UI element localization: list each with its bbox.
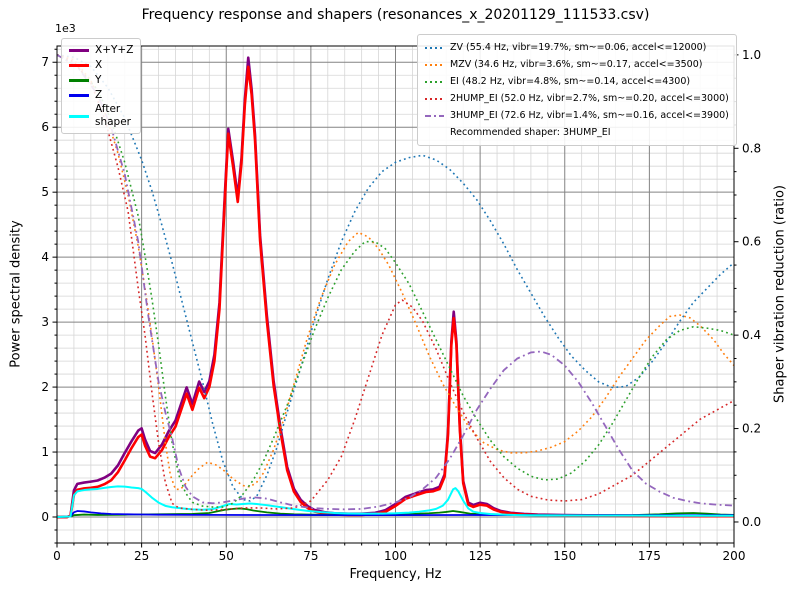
y-left-tick-label: 4 xyxy=(41,250,49,264)
legend-line-3hump-ei xyxy=(425,114,444,117)
y-right-tick-label: 0.8 xyxy=(742,141,761,155)
legend-line-z xyxy=(69,94,89,97)
legend-line-2hump-ei xyxy=(425,97,444,100)
x-axis-label: Frequency, Hz xyxy=(349,567,442,582)
legend-item-z: Z xyxy=(69,88,133,103)
x-tick-label: 175 xyxy=(638,549,661,563)
x-tick-label: 150 xyxy=(553,549,576,563)
legend-item-y: Y xyxy=(69,73,133,88)
y-left-tick-label: 7 xyxy=(41,55,49,69)
x-tick-label: 125 xyxy=(469,549,492,563)
legend-item-xyz: X+Y+Z xyxy=(69,43,133,58)
y-right-tick-label: 1.0 xyxy=(742,48,761,62)
curve-2hump-ei xyxy=(57,54,734,512)
grid-minor xyxy=(57,46,734,544)
legend-line-ei xyxy=(425,80,444,83)
x-tick-label: 200 xyxy=(723,549,746,563)
legend-label-z: Z xyxy=(95,88,103,101)
x-tick-label: 50 xyxy=(219,549,234,563)
legend-label-ei: EI (48.2 Hz, vibr=4.8%, sm~=0.14, accel<… xyxy=(450,75,691,87)
x-tick-label: 0 xyxy=(53,549,61,563)
curves xyxy=(57,54,734,519)
x-tick-label: 75 xyxy=(303,549,318,563)
legend-note-label: Recommended shaper: 3HUMP_EI xyxy=(450,126,611,138)
legend-line-x xyxy=(69,64,89,67)
legend-item-mzv: MZV (34.6 Hz, vibr=3.6%, sm~=0.17, accel… xyxy=(425,56,729,73)
legend-item-ei: EI (48.2 Hz, vibr=4.8%, sm~=0.14, accel<… xyxy=(425,73,729,90)
y-left-tick-label: 5 xyxy=(41,185,49,199)
chart-title: Frequency response and shapers (resonanc… xyxy=(141,7,650,23)
legend-item-2hump-ei: 2HUMP_EI (52.0 Hz, vibr=2.7%, sm~=0.20, … xyxy=(425,90,729,107)
y-right-tick-label: 0.0 xyxy=(742,515,761,529)
axis-ticks xyxy=(52,48,739,548)
y-left-tick-label: 3 xyxy=(41,315,49,329)
legend-label-y: Y xyxy=(95,73,102,86)
legend-label-xyz: X+Y+Z xyxy=(95,43,134,56)
legend-label-2hump-ei: 2HUMP_EI (52.0 Hz, vibr=2.7%, sm~=0.20, … xyxy=(450,92,729,104)
y-left-tick-label: 1 xyxy=(41,445,49,459)
curve-mzv xyxy=(57,54,734,491)
legend-label-mzv: MZV (34.6 Hz, vibr=3.6%, sm~=0.17, accel… xyxy=(450,58,703,70)
curve-x xyxy=(57,65,734,519)
y-left-tick-label: 6 xyxy=(41,120,49,134)
tick-labels: 0 25 50 75 100 125 150 175 200 0 1 2 3 4 5 6 7 0.0 0.2 0.4 0… xyxy=(41,48,761,563)
legend-shapers: ZV (55.4 Hz, vibr=19.7%, sm~=0.06, accel… xyxy=(417,34,737,146)
curve-3hump-ei xyxy=(57,54,734,511)
legend-line-xyz xyxy=(69,49,89,52)
y-axis-label-right: Shaper vibration reduction (ratio) xyxy=(772,185,788,403)
y-axis-offset-text: 1e3 xyxy=(55,22,76,35)
y-left-tick-label: 0 xyxy=(41,510,49,524)
legend-label-after-shaper: After shaper xyxy=(95,103,132,129)
legend-item-3hump-ei: 3HUMP_EI (72.6 Hz, vibr=1.4%, sm~=0.16, … xyxy=(425,107,729,124)
legend-label-zv: ZV (55.4 Hz, vibr=19.7%, sm~=0.06, accel… xyxy=(450,41,707,53)
x-tick-label: 100 xyxy=(384,549,407,563)
legend-label-3hump-ei: 3HUMP_EI (72.6 Hz, vibr=1.4%, sm~=0.16, … xyxy=(450,109,729,121)
legend-item-x: X xyxy=(69,58,133,73)
legend-line-zv xyxy=(425,46,444,49)
x-tick-label: 25 xyxy=(134,549,149,563)
legend-label-x: X xyxy=(95,58,103,71)
legend-line-y xyxy=(69,79,89,82)
y-right-tick-label: 0.2 xyxy=(742,422,761,436)
legend-note: Recommended shaper: 3HUMP_EI xyxy=(425,124,729,141)
y-right-tick-label: 0.6 xyxy=(742,235,761,249)
legend-psd: X+Y+Z X Y Z After shaper xyxy=(61,38,142,135)
legend-line-mzv xyxy=(425,63,444,66)
curve-after-shaper xyxy=(57,485,734,519)
legend-line-after-shaper xyxy=(69,114,89,118)
legend-item-after-shaper: After shaper xyxy=(69,103,133,129)
y-axis-label-left: Power spectral density xyxy=(8,220,24,368)
y-right-tick-label: 0.4 xyxy=(742,328,761,342)
y-left-tick-label: 2 xyxy=(41,380,49,394)
legend-item-zv: ZV (55.4 Hz, vibr=19.7%, sm~=0.06, accel… xyxy=(425,39,729,56)
